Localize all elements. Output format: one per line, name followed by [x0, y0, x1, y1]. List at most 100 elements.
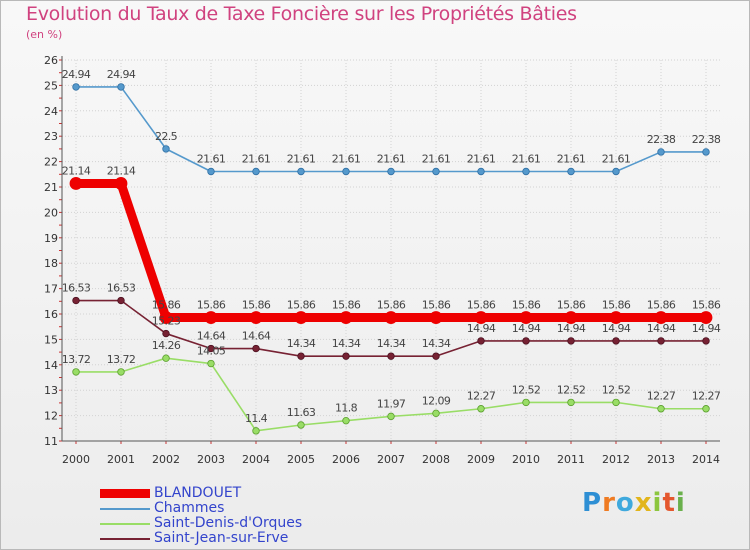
data-label-chammes: 21.61 [332, 153, 361, 166]
x-tick-label: 2004 [242, 453, 270, 466]
data-label-chammes: 21.61 [377, 153, 406, 166]
data-label-blandouet: 15.86 [377, 299, 406, 312]
data-point-chammes [567, 167, 575, 176]
y-tick-label: 12 [44, 410, 58, 423]
x-tick-label: 2000 [62, 453, 90, 466]
data-label-blandouet: 15.86 [197, 299, 226, 312]
data-point-chammes [657, 148, 665, 156]
data-point-saint-denis-d-orques [567, 398, 575, 407]
data-label-chammes: 21.61 [512, 153, 541, 166]
data-label-saint-denis-d-orques: 11.8 [335, 402, 358, 415]
data-label-saint-jean-sur-erve: 15.23 [152, 315, 181, 328]
data-point-chammes [252, 167, 260, 176]
data-point-chammes [387, 167, 395, 176]
data-label-saint-jean-sur-erve: 14.94 [647, 322, 676, 335]
data-label-saint-jean-sur-erve: 14.34 [287, 337, 316, 350]
x-tick-label: 2005 [287, 453, 315, 466]
x-tick-label: 2003 [197, 453, 225, 466]
legend-label: Saint-Jean-sur-Erve [154, 530, 289, 546]
data-point-blandouet [609, 311, 623, 324]
legend-swatch-chammes [100, 507, 150, 510]
x-tick-label: 2014 [692, 453, 720, 466]
data-label-blandouet: 15.86 [152, 299, 181, 312]
data-point-saint-jean-sur-erve [387, 352, 395, 360]
data-label-saint-denis-d-orques: 11.63 [287, 406, 316, 419]
legend-swatch-blandouet [100, 489, 150, 498]
data-label-chammes: 21.61 [467, 153, 496, 166]
data-label-chammes: 22.5 [155, 130, 178, 143]
data-point-saint-denis-d-orques [612, 398, 620, 407]
data-label-chammes: 21.61 [602, 153, 631, 166]
data-label-chammes: 24.94 [62, 68, 91, 81]
y-tick-label: 16 [44, 308, 58, 321]
data-point-saint-jean-sur-erve [72, 296, 80, 305]
legend-item-chammes: Chammes [100, 501, 302, 516]
y-tick-label: 11 [44, 435, 58, 448]
y-tick-label: 14 [44, 359, 58, 372]
data-label-saint-jean-sur-erve: 14.94 [557, 322, 586, 335]
data-label-blandouet: 21.14 [107, 164, 136, 177]
data-point-chammes [297, 167, 305, 176]
x-tick-label: 2001 [107, 453, 135, 466]
data-label-saint-denis-d-orques: 11.97 [377, 397, 406, 410]
data-point-saint-denis-d-orques [117, 368, 125, 376]
data-point-saint-jean-sur-erve [117, 296, 125, 305]
data-point-blandouet [339, 311, 353, 324]
data-label-blandouet: 15.86 [287, 299, 316, 312]
y-tick-label: 17 [44, 283, 58, 296]
data-point-blandouet [249, 311, 263, 324]
y-tick-label: 18 [44, 257, 58, 270]
data-label-chammes: 21.61 [242, 153, 271, 166]
x-tick-label: 2009 [467, 453, 495, 466]
data-point-chammes [612, 167, 620, 176]
y-tick-label: 24 [44, 105, 58, 118]
data-label-blandouet: 15.86 [557, 299, 586, 312]
data-label-chammes: 21.61 [287, 153, 316, 166]
x-tick-label: 2006 [332, 453, 360, 466]
data-label-saint-jean-sur-erve: 14.34 [332, 337, 361, 350]
data-point-chammes [702, 148, 710, 156]
data-label-saint-jean-sur-erve: 14.64 [242, 330, 271, 343]
data-point-saint-denis-d-orques [297, 421, 305, 429]
data-label-saint-denis-d-orques: 12.52 [512, 383, 541, 396]
data-point-saint-jean-sur-erve [612, 337, 620, 345]
data-point-chammes [342, 167, 350, 176]
data-point-blandouet [519, 311, 533, 324]
x-tick-label: 2012 [602, 453, 630, 466]
data-point-blandouet [654, 311, 668, 324]
legend-item-blandouet: BLANDOUET [100, 486, 302, 501]
legend-item-saint-jean: Saint-Jean-sur-Erve [100, 531, 302, 546]
data-point-blandouet [699, 311, 713, 324]
data-point-chammes [117, 83, 125, 91]
legend-item-saint-denis: Saint-Denis-d'Orques [100, 516, 302, 531]
data-point-saint-jean-sur-erve [432, 352, 440, 360]
y-tick-label: 22 [44, 156, 58, 169]
data-point-saint-jean-sur-erve [297, 352, 305, 360]
data-point-chammes [522, 167, 530, 176]
data-label-chammes: 21.61 [197, 153, 226, 166]
data-label-blandouet: 21.14 [62, 164, 91, 177]
legend: BLANDOUET Chammes Saint-Denis-d'Orques S… [100, 486, 302, 546]
data-point-saint-denis-d-orques [252, 427, 260, 435]
data-label-saint-jean-sur-erve: 14.34 [377, 337, 406, 350]
legend-swatch-saint-jean [100, 537, 150, 540]
data-point-chammes [207, 167, 215, 176]
data-label-saint-denis-d-orques: 14.05 [197, 345, 226, 358]
data-point-blandouet [69, 177, 83, 190]
y-axis-unit-label: (en %) [26, 28, 63, 41]
data-point-saint-denis-d-orques [657, 405, 665, 413]
data-point-blandouet [294, 311, 308, 324]
y-tick-label: 21 [44, 181, 58, 194]
legend-swatch-saint-denis [100, 522, 150, 525]
data-label-blandouet: 15.86 [512, 299, 541, 312]
data-point-blandouet [429, 311, 443, 324]
y-tick-label: 13 [44, 384, 58, 397]
data-label-blandouet: 15.86 [332, 299, 361, 312]
data-point-saint-denis-d-orques [387, 412, 395, 421]
data-label-blandouet: 15.86 [647, 299, 676, 312]
legend-label: BLANDOUET [154, 485, 242, 501]
data-label-saint-denis-d-orques: 12.27 [647, 390, 676, 403]
data-point-saint-jean-sur-erve [702, 337, 710, 345]
data-point-blandouet [204, 311, 218, 324]
data-label-chammes: 22.38 [647, 133, 676, 146]
